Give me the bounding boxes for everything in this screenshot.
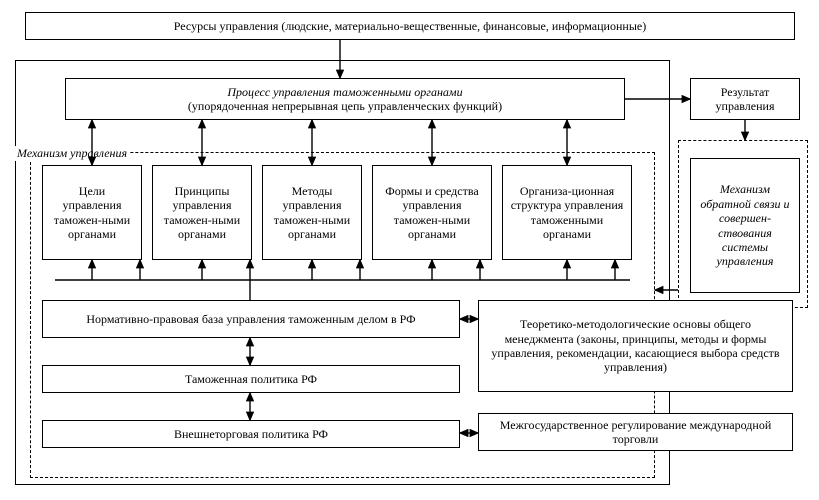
mechanism-label: Механизм управления — [15, 146, 129, 161]
feedback-box: Механизм обратной связи и совершен-ствов… — [690, 158, 800, 293]
trade-text: Внешнеторговая политика РФ — [174, 427, 328, 441]
methods-text: Методы управления таможен-ными органами — [269, 184, 355, 242]
resources-text: Ресурсы управления (людские, материально… — [174, 19, 646, 33]
orgstruct-text: Организа-ционная структура управления та… — [509, 184, 625, 242]
orgstruct-box: Организа-ционная структура управления та… — [502, 165, 632, 260]
theory-text: Теоретико-методологические основы общего… — [485, 317, 786, 375]
principles-text: Принципы управления таможен-ными органам… — [159, 184, 245, 242]
policy-text: Таможенная политика РФ — [185, 372, 317, 386]
forms-text: Формы и средства управления таможен-ными… — [379, 184, 485, 242]
process-title-line1: Процесс управления таможенными органами — [227, 85, 462, 99]
theory-box: Теоретико-методологические основы общего… — [478, 300, 793, 392]
goals-text: Цели управления таможен-ными органами — [49, 184, 135, 242]
result-text: Результат управления — [697, 85, 793, 114]
process-title-line2: (упорядоченная непрерывная цепь управлен… — [188, 99, 502, 113]
principles-box: Принципы управления таможен-ными органам… — [152, 165, 252, 260]
policy-box: Таможенная политика РФ — [42, 365, 460, 393]
process-box: Процесс управления таможенными органами … — [65, 78, 625, 120]
mechanism-label-text: Механизм управления — [17, 146, 127, 160]
forms-box: Формы и средства управления таможен-ными… — [372, 165, 492, 260]
legal-text: Нормативно-правовая база управления тамо… — [86, 312, 415, 326]
result-box: Результат управления — [690, 78, 800, 120]
goals-box: Цели управления таможен-ными органами — [42, 165, 142, 260]
interstate-box: Межгосударственное регулирование междуна… — [478, 413, 793, 451]
trade-box: Внешнеторговая политика РФ — [42, 420, 460, 448]
feedback-text: Механизм обратной связи и совершен-ствов… — [697, 182, 793, 268]
resources-box: Ресурсы управления (людские, материально… — [25, 12, 795, 40]
methods-box: Методы управления таможен-ными органами — [262, 165, 362, 260]
legal-box: Нормативно-правовая база управления тамо… — [42, 300, 460, 338]
interstate-text: Межгосударственное регулирование междуна… — [485, 418, 786, 447]
